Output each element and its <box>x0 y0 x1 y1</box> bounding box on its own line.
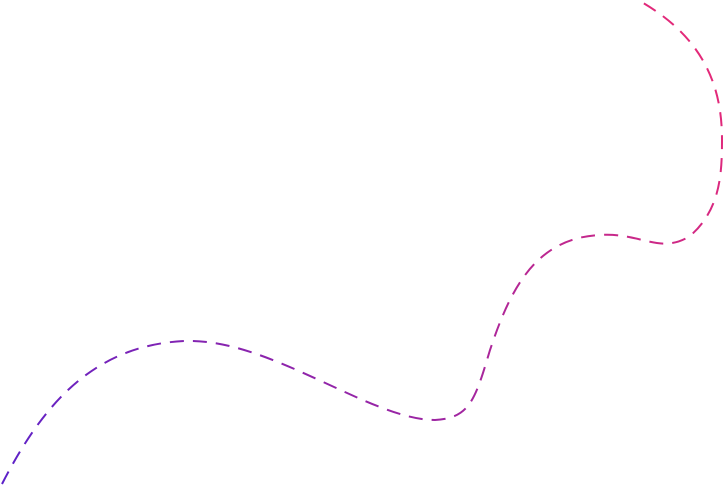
dashed-curve-line <box>1 0 724 485</box>
dashed-wave-decoration <box>1 0 724 485</box>
blank-canvas <box>0 0 725 486</box>
